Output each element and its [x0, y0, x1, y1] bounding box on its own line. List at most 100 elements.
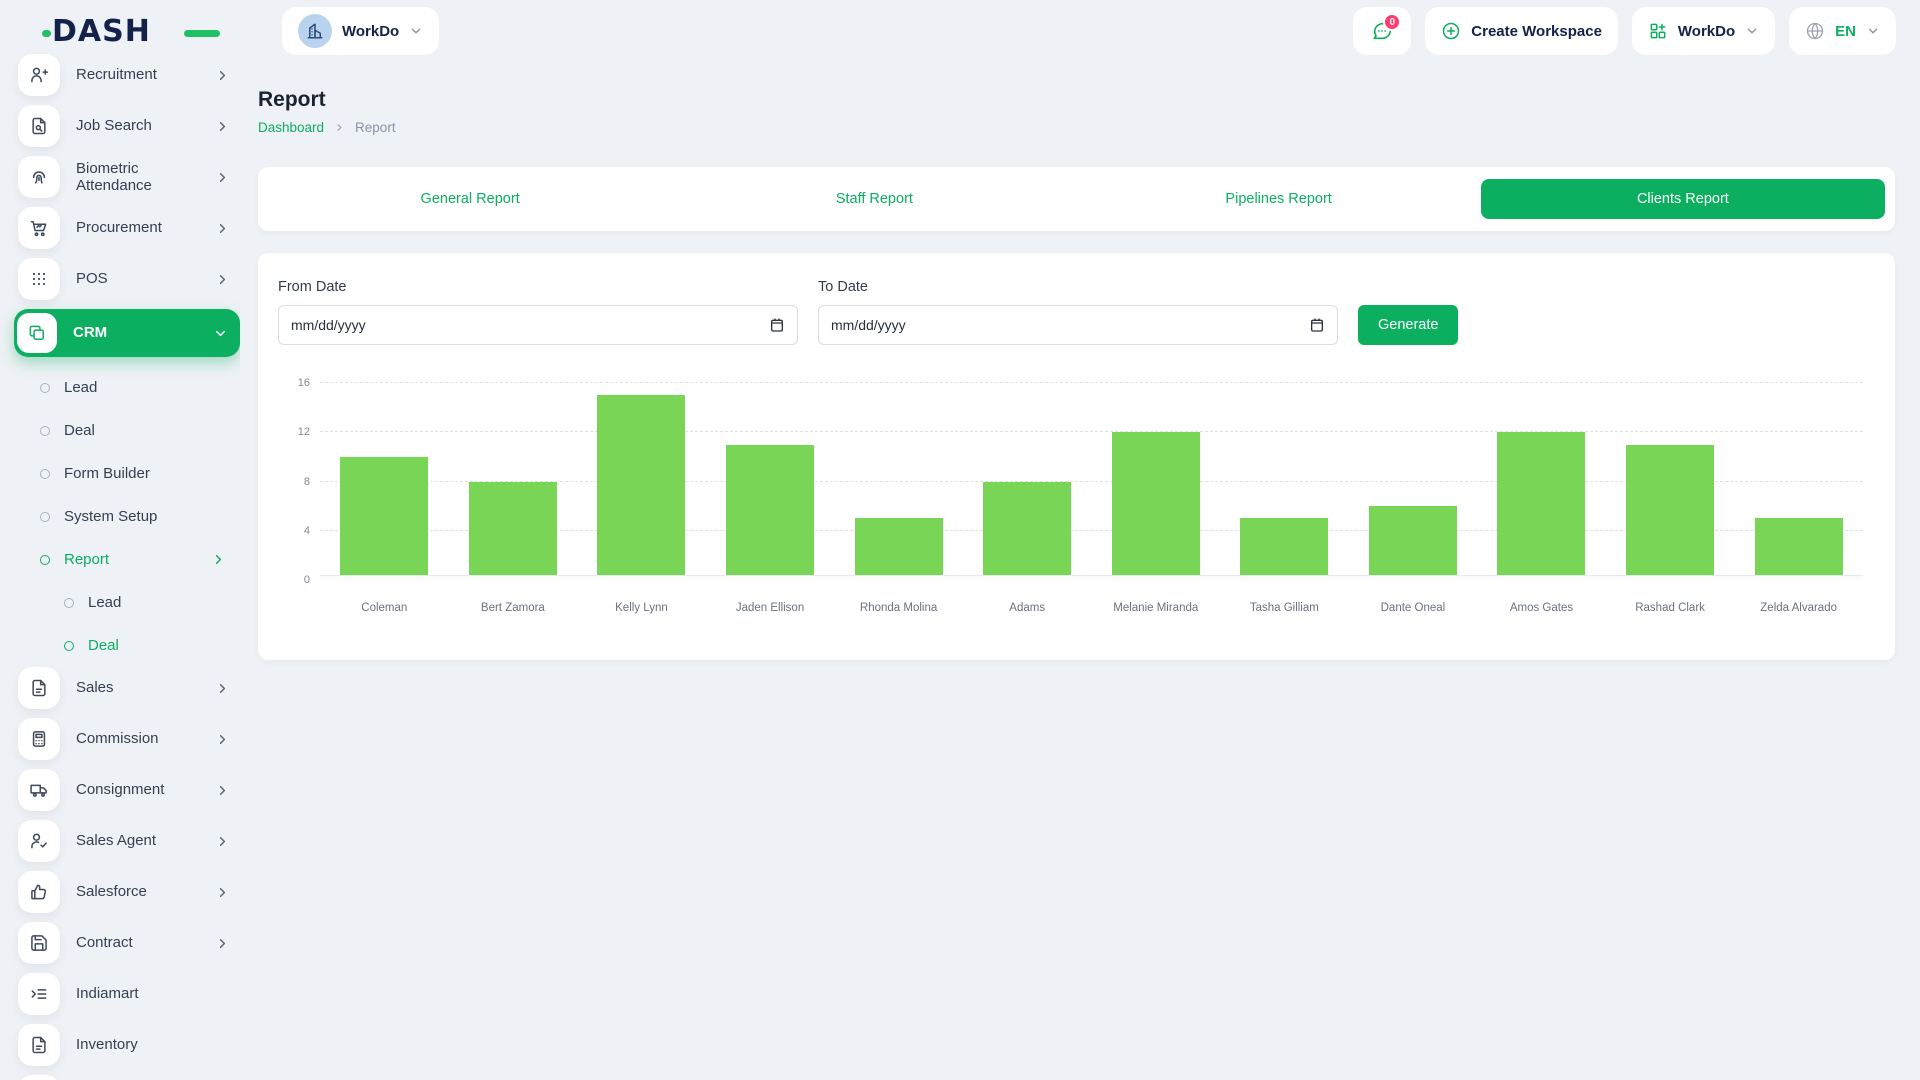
chevron-down-icon — [213, 326, 228, 341]
generate-button[interactable]: Generate — [1358, 305, 1459, 345]
tab-staff-report[interactable]: Staff Report — [835, 191, 913, 207]
bar-melanie-miranda[interactable] — [1111, 432, 1200, 580]
bar-coleman[interactable] — [340, 456, 429, 580]
bar-zelda-alvarado[interactable] — [1754, 518, 1843, 580]
sidebar-item-deal[interactable]: Deal — [64, 624, 240, 667]
building-icon — [307, 23, 323, 39]
sidebar-item-label: Salesforce — [76, 883, 147, 901]
chart-y-tick: 0 — [303, 574, 310, 586]
chart-bars — [320, 383, 1863, 580]
messages-badge: 0 — [1383, 13, 1402, 31]
chart-y-tick: 12 — [297, 426, 310, 439]
thumbs-up-icon — [18, 871, 60, 913]
sidebar-item-procurement[interactable]: Procurement — [18, 207, 240, 249]
chevron-right-icon — [337, 124, 342, 131]
bar-rhonda-molina[interactable] — [854, 518, 943, 580]
tab-pipelines-report[interactable]: Pipelines Report — [1225, 191, 1332, 207]
sidebar-item-label: Indiamart — [76, 985, 139, 1003]
chart-x-label: Melanie Miranda — [1113, 602, 1199, 614]
sidebar-item-lead[interactable]: Lead — [64, 581, 240, 624]
frames-icon — [17, 313, 57, 353]
sidebar-item-sales[interactable]: Sales — [18, 667, 240, 709]
sidebar-item-label: Form Builder — [64, 464, 150, 482]
sidebar-item-label: Report — [64, 550, 110, 568]
chart-x-label: Jaden Ellison — [735, 602, 805, 614]
bar-bert-zamora[interactable] — [468, 481, 557, 580]
workspace-name: WorkDo — [342, 22, 400, 40]
fingerprint-icon — [18, 156, 60, 198]
report-tabs: General Report Staff Report Pipelines Repo… — [258, 167, 1895, 231]
sidebar-item-sales-agent[interactable]: Sales Agent — [18, 820, 240, 862]
logo-accent-dot — [42, 29, 51, 37]
app-logo[interactable]: DASH — [42, 14, 220, 49]
bar-dante-oneal[interactable] — [1368, 506, 1457, 580]
chevron-right-icon — [215, 170, 230, 185]
chart-x-label: Rashad Clark — [1635, 602, 1705, 614]
sidebar-nav: Recruitment Job Search Biometric Attendanc… — [0, 50, 240, 1080]
chart-x-label: Tasha Gilliam — [1249, 602, 1319, 614]
sidebar-item-inventory[interactable]: Inventory — [18, 1024, 240, 1066]
main-content: Report Dashboard Report General Report St… — [258, 62, 1895, 660]
sidebar-item-indiamart[interactable]: Indiamart — [18, 973, 240, 1015]
create-workspace-button[interactable]: Create Workspace — [1425, 7, 1618, 55]
to-date-input[interactable]: mm/dd/yyyy — [818, 305, 1338, 345]
calendar-icon[interactable] — [769, 317, 785, 333]
grid-plus-icon — [1650, 23, 1666, 39]
from-date-input[interactable]: mm/dd/yyyy — [278, 305, 798, 345]
bar-kelly-lynn[interactable] — [597, 395, 686, 580]
calendar-icon[interactable] — [1309, 317, 1325, 333]
user-plus-icon — [18, 54, 60, 96]
sidebar-item-lead[interactable]: Lead — [40, 366, 240, 409]
sidebar-item-crm[interactable]: CRM — [14, 309, 240, 357]
language-selector[interactable]: EN — [1789, 7, 1896, 55]
sidebar-item-deal[interactable]: Deal — [40, 409, 240, 452]
sidebar-item-job-search[interactable]: Job Search — [18, 105, 240, 147]
sidebar-item-system-setup[interactable]: System Setup — [40, 495, 240, 538]
chevron-right-icon — [211, 552, 226, 567]
breadcrumb-dashboard-link[interactable]: Dashboard — [258, 120, 325, 135]
bullet-icon — [64, 597, 74, 608]
sidebar-item-label: Recruitment — [76, 66, 157, 84]
sidebar-item-biometric-attendance[interactable]: Biometric Attendance — [18, 156, 240, 198]
logo-accent-bar — [184, 29, 220, 37]
chart-x-label: Rhonda Molina — [859, 602, 938, 614]
bar-rashad-clark[interactable] — [1626, 444, 1715, 580]
chart-x-label: Kelly Lynn — [615, 602, 668, 614]
tab-general-report[interactable]: General Report — [420, 191, 520, 207]
file-icon — [18, 667, 60, 709]
bar-slot-rashad-clark — [1606, 383, 1735, 580]
bullet-icon — [40, 425, 50, 436]
sidebar-item-label: Sales Agent — [76, 832, 157, 850]
sidebar-item-form-builder[interactable]: Form Builder — [40, 452, 240, 495]
sidebar-item-report[interactable]: Report — [40, 538, 240, 581]
sidebar-item-commission[interactable]: Commission — [18, 718, 240, 760]
bullet-icon — [64, 640, 74, 651]
bar-adams[interactable] — [983, 481, 1072, 580]
bar-slot-rhonda-molina — [834, 383, 963, 580]
sidebar-sub-list: Lead Deal — [40, 581, 240, 667]
sidebar-item-consignment[interactable]: Consignment — [18, 769, 240, 811]
bar-tasha-gilliam[interactable] — [1240, 518, 1329, 580]
tab-clients-report[interactable]: Clients Report — [1480, 179, 1885, 219]
chevron-down-icon — [1868, 28, 1878, 34]
chart-x-labels: Coleman Bert Zamora Kelly Lynn Jaden Elliso… — [320, 590, 1863, 620]
to-date-field: To Date mm/dd/yyyy — [818, 279, 1338, 345]
bar-slot-adams — [963, 383, 1092, 580]
sidebar-item-recruitment[interactable]: Recruitment — [18, 54, 240, 96]
sidebar-item-label: Consignment — [76, 781, 165, 799]
chevron-down-icon — [412, 28, 421, 34]
bar-jaden-ellison[interactable] — [726, 444, 815, 580]
messages-button[interactable]: 0 — [1353, 7, 1412, 55]
to-date-placeholder: mm/dd/yyyy — [831, 317, 906, 333]
sidebar-item-salesforce[interactable]: Salesforce — [18, 871, 240, 913]
globe-icon — [1806, 22, 1824, 40]
sidebar-item-contract[interactable]: Contract — [18, 922, 240, 964]
sidebar-item-pos[interactable]: POS — [18, 258, 240, 300]
sidebar-sub-list: Lead Deal Form Builder System Setup Report Le… — [18, 366, 240, 667]
chart-y-tick: 16 — [297, 377, 310, 389]
bar-amos-gates[interactable] — [1497, 432, 1586, 580]
app-switcher-label: WorkDo — [1677, 22, 1736, 40]
workspace-switcher[interactable]: WorkDo — [282, 7, 440, 55]
app-switcher-button[interactable]: WorkDo — [1631, 7, 1776, 55]
report-card: From Date mm/dd/yyyy To Date mm/dd/yyyy … — [258, 253, 1895, 660]
